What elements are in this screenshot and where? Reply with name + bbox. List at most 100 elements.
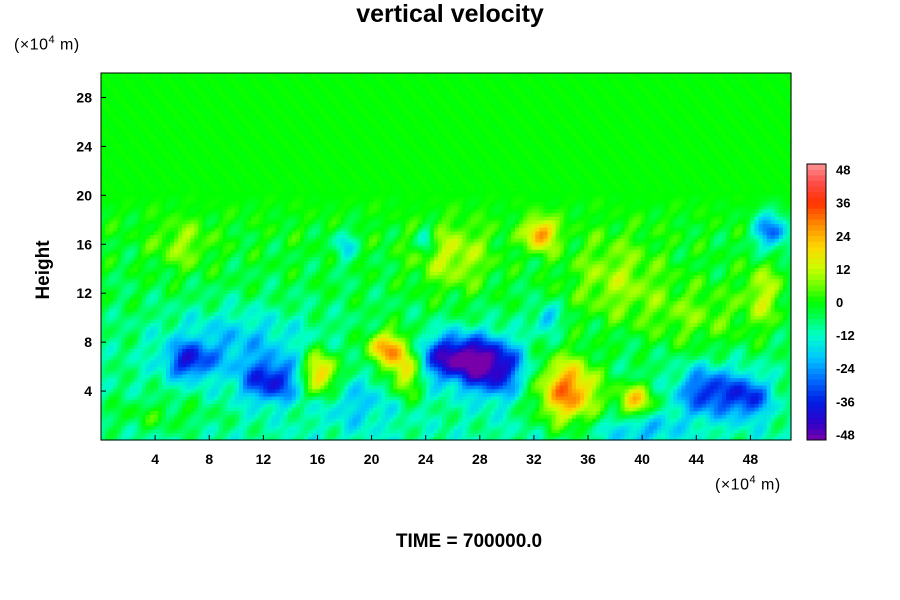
field-cell	[506, 333, 512, 338]
field-cell	[174, 355, 179, 360]
field-cell	[174, 403, 179, 408]
field-cell	[368, 351, 374, 357]
field-cell	[157, 337, 163, 342]
field-cell	[368, 432, 374, 437]
field-cell	[640, 414, 646, 419]
field-cell	[336, 359, 342, 364]
field-cell	[259, 377, 264, 382]
field-cell	[247, 425, 252, 430]
field-cell	[194, 417, 200, 423]
field-cell	[312, 333, 317, 338]
field-cell	[263, 362, 269, 368]
field-cell	[105, 344, 110, 349]
field-cell	[515, 366, 520, 371]
field-cell	[389, 348, 394, 353]
field-cell	[202, 340, 208, 346]
field-cell	[157, 395, 163, 401]
field-cell	[312, 329, 317, 335]
field-cell	[368, 425, 374, 430]
field-cell	[754, 337, 760, 342]
field-cell	[174, 410, 179, 415]
field-cell	[575, 432, 581, 437]
field-cell	[174, 348, 179, 353]
field-cell	[247, 359, 252, 364]
field-cell	[462, 417, 467, 423]
field-cell	[433, 395, 439, 401]
field-cell	[377, 373, 382, 379]
field-cell	[214, 348, 220, 353]
field-cell	[279, 333, 285, 338]
field-cell	[283, 403, 289, 408]
field-cell	[206, 337, 212, 342]
field-cell	[604, 395, 609, 401]
field-cell	[620, 348, 626, 353]
field-cell	[153, 377, 159, 382]
field-cell	[129, 428, 135, 434]
field-cell	[251, 388, 256, 393]
field-cell	[267, 362, 273, 368]
field-cell	[377, 432, 382, 437]
field-cell	[446, 340, 451, 346]
field-cell	[523, 395, 528, 401]
field-cell	[109, 337, 114, 342]
field-cell	[685, 373, 691, 379]
field-cell	[161, 388, 167, 393]
field-cell	[425, 406, 431, 412]
field-cell	[612, 377, 618, 382]
field-cell	[133, 417, 139, 423]
field-cell	[628, 432, 634, 437]
field-cell	[153, 428, 159, 434]
field-cell	[441, 403, 447, 408]
field-cell	[697, 373, 703, 379]
field-cell	[291, 359, 297, 364]
field-cell	[295, 377, 301, 382]
field-cell	[636, 410, 642, 415]
field-cell	[218, 414, 224, 419]
field-cell	[446, 399, 451, 404]
field-cell	[214, 436, 220, 441]
field-cell	[429, 381, 435, 386]
field-cell	[677, 395, 683, 401]
field-cell	[210, 388, 216, 393]
field-cell	[352, 366, 358, 371]
field-cell	[742, 399, 747, 404]
field-cell	[170, 337, 175, 342]
field-cell	[653, 417, 658, 423]
field-cell	[161, 421, 167, 426]
field-cell	[243, 348, 248, 353]
field-cell	[202, 366, 208, 371]
field-cell	[770, 417, 776, 423]
field-cell	[596, 377, 601, 382]
field-cell	[344, 377, 350, 382]
field-cell	[506, 403, 512, 408]
field-cell	[506, 417, 512, 423]
field-cell	[709, 432, 715, 437]
field-cell	[247, 388, 252, 393]
field-cell	[713, 392, 719, 397]
field-cell	[271, 428, 277, 434]
field-cell	[417, 377, 423, 382]
field-cell	[709, 388, 715, 393]
field-cell	[555, 340, 561, 346]
field-cell	[604, 344, 609, 349]
field-cell	[247, 395, 252, 401]
field-cell	[612, 362, 618, 368]
field-cell	[417, 406, 423, 412]
field-cell	[182, 377, 187, 382]
field-cell	[563, 421, 569, 426]
field-cell	[494, 395, 500, 401]
field-cell	[275, 340, 281, 346]
field-cell	[624, 384, 630, 390]
field-cell	[482, 362, 488, 368]
field-cell	[263, 392, 269, 397]
field-cell	[734, 359, 739, 364]
field-cell	[178, 366, 183, 371]
field-cell	[165, 355, 171, 360]
field-cell	[644, 392, 650, 397]
field-cell	[713, 425, 719, 430]
field-cell	[624, 406, 630, 412]
field-cell	[198, 359, 204, 364]
field-cell	[515, 359, 520, 364]
field-cell	[243, 410, 248, 415]
field-cell	[170, 388, 175, 393]
